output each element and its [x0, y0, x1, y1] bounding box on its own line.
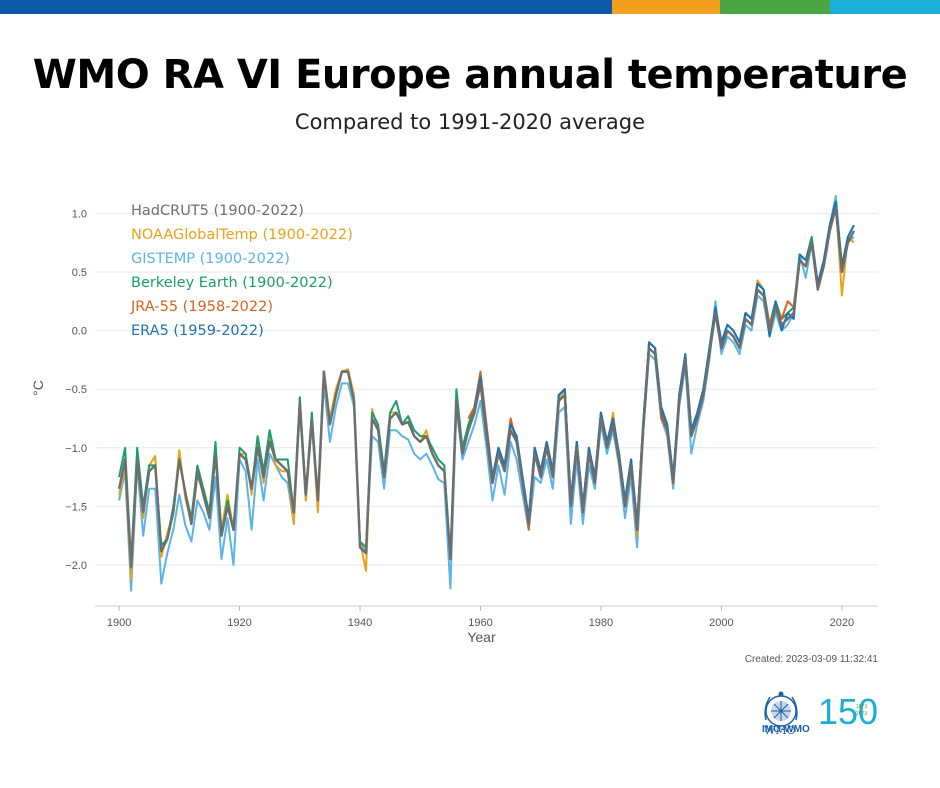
y-axis-label: °C — [30, 380, 46, 396]
legend-entry: Berkeley Earth (1900-2022) — [131, 275, 333, 291]
page-subtitle: Compared to 1991-2020 average — [294, 110, 646, 134]
anniversary-year-end: 2023 — [856, 711, 867, 717]
top-bar-cyan — [830, 0, 940, 14]
x-tick-label: 2000 — [709, 617, 733, 629]
series-line-5 — [473, 200, 855, 525]
created-timestamp: Created: 2023-03-09 11:32:41 — [744, 654, 878, 665]
legend-entry: NOAAGlobalTemp (1900-2022) — [131, 227, 353, 243]
y-tick-label: −1.5 — [65, 501, 87, 513]
y-tick-label: −2.0 — [65, 560, 87, 572]
x-tick-label: 1980 — [589, 617, 613, 629]
x-tick-label: 1900 — [107, 617, 131, 629]
y-tick-label: 0.5 — [72, 267, 87, 279]
anniversary-digits: 150 — [818, 691, 878, 732]
top-bar-blue — [0, 0, 612, 14]
top-color-bar — [0, 0, 940, 14]
y-tick-label: 0.0 — [72, 326, 87, 338]
x-tick-label: 1920 — [227, 617, 251, 629]
anniversary-label: IMO-WMO — [762, 724, 810, 735]
legend-entry: JRA-55 (1958-2022) — [130, 299, 273, 315]
y-tick-label: −1.0 — [65, 443, 87, 455]
x-axis-label: Year — [467, 629, 496, 645]
top-bar-green — [720, 0, 830, 14]
wmo-emblem-icon — [764, 691, 798, 727]
legend-entry: HadCRUT5 (1900-2022) — [131, 203, 304, 219]
x-tick-label: 1960 — [468, 617, 492, 629]
x-tick-label: 1940 — [348, 617, 372, 629]
y-tick-label: −0.5 — [65, 384, 87, 396]
logo-area: WMO 150 1873 2023 IMO-WMO — [760, 682, 880, 742]
page-title: WMO RA VI Europe annual temperature — [32, 52, 908, 98]
series-line-4 — [467, 206, 855, 531]
y-tick-label: 1.0 — [72, 208, 87, 220]
series-line-2 — [118, 194, 855, 592]
anniversary-logo-icon: 150 1873 2023 — [818, 691, 878, 732]
top-bar-orange — [612, 0, 720, 14]
x-tick-label: 2020 — [830, 617, 854, 629]
legend-entry: GISTEMP (1900-2022) — [131, 251, 290, 267]
legend-entry: ERA5 (1959-2022) — [131, 323, 264, 339]
anniversary-year-start: 1873 — [856, 704, 867, 710]
wmo-label: WMO — [764, 724, 796, 737]
series-line-0 — [117, 206, 855, 569]
